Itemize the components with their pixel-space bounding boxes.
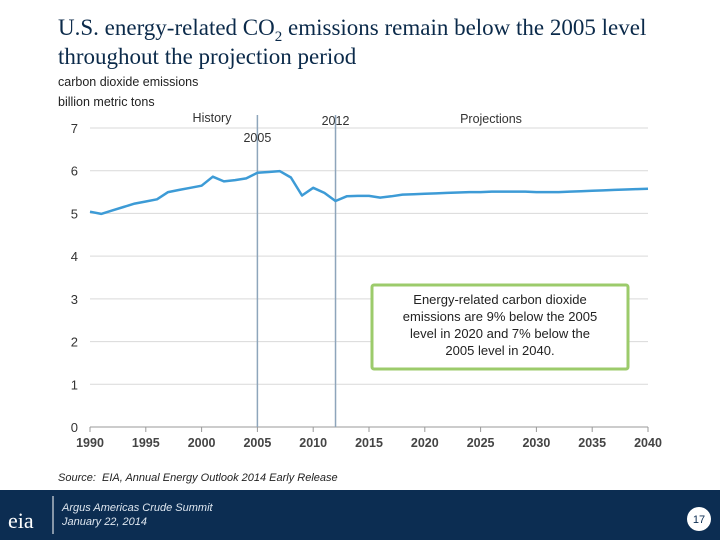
y-tick-label: 5: [71, 206, 78, 221]
logo: eia: [8, 508, 34, 533]
data-line: [89, 169, 649, 216]
slide-title: throughout the projection period: [58, 44, 357, 69]
callout-text: level in 2020 and 7% below the: [410, 326, 590, 341]
x-tick-label: 2000: [188, 436, 216, 450]
x-tick-label: 2035: [578, 436, 606, 450]
annotation: 2012: [322, 114, 350, 128]
y-axis-label: billion metric tons: [58, 95, 155, 109]
x-tick-label: 2025: [467, 436, 495, 450]
x-tick-label: 2020: [411, 436, 439, 450]
y-tick-label: 1: [71, 377, 78, 392]
date: January 22, 2014: [61, 516, 147, 528]
source: Source: EIA, Annual Energy Outlook 2014 …: [58, 472, 338, 484]
slide-title: U.S. energy-related CO2 emissions remain…: [58, 15, 646, 45]
y-tick-label: 0: [71, 420, 78, 435]
x-tick-label: 2015: [355, 436, 383, 450]
period-label: History: [193, 111, 233, 125]
x-tick-label: 2010: [299, 436, 327, 450]
x-tick-label: 2030: [522, 436, 550, 450]
footer-bar: [0, 490, 720, 540]
callout-text: 2005 level in 2040.: [445, 343, 554, 358]
y-tick-label: 3: [71, 292, 78, 307]
title-text: U.S. energy-related CO: [58, 15, 275, 40]
callout-text: emissions are 9% below the 2005: [403, 309, 597, 324]
event: Argus Americas Crude Summit: [61, 502, 214, 514]
x-tick-label: 2005: [243, 436, 271, 450]
x-tick-label: 1995: [132, 436, 160, 450]
page-number: 17: [693, 514, 705, 526]
y-tick-label: 6: [71, 164, 78, 179]
y-axis-label: carbon dioxide emissions: [58, 75, 198, 89]
annotation: 2005: [243, 131, 271, 145]
callout-box: [370, 283, 630, 371]
period-label: Projections: [460, 112, 522, 126]
y-tick-label: 4: [71, 249, 78, 264]
x-tick-label: 2040: [634, 436, 662, 450]
title-text: emissions remain below the 2005 level: [282, 15, 646, 40]
title-subscript: 2: [275, 29, 283, 45]
callout-text: Energy-related carbon dioxide: [413, 292, 586, 307]
y-tick-label: 2: [71, 335, 78, 350]
x-tick-label: 1990: [76, 436, 104, 450]
y-tick-label: 7: [71, 121, 78, 136]
page-badge: [687, 507, 711, 531]
plot: 0 1 2 3 4 5 6 7 1990 1995 2000 2005 2010 2015 2020 2025…: [71, 111, 662, 450]
